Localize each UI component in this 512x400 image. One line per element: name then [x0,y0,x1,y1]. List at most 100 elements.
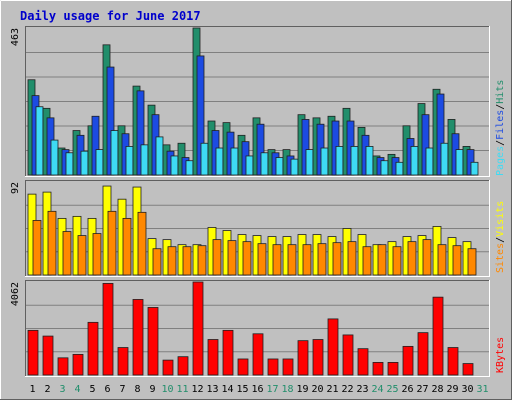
x-tick-label-day-10: 10 [161,384,173,395]
legend-hits: Hits [495,80,506,104]
legend-label: Pages/Files/Hits [495,80,506,176]
bar-pages-day-8 [140,144,149,176]
bar-pages-day-20 [320,147,329,176]
bar-sites-day-27 [422,239,432,276]
bar-kbytes-day-8 [132,299,144,376]
bar-sites-day-10 [167,246,177,276]
bar-kbytes-day-11 [177,356,189,376]
x-tick-label-day-1: 1 [29,384,35,395]
bar-files-day-27 [421,114,430,176]
panel-pages-files-hits: 463 Pages/Files/Hits [10,26,506,177]
bar-pages-day-2 [50,139,59,176]
bar-kbytes-day-18 [282,358,294,376]
bar-sites-day-23 [362,246,372,276]
bar-files-day-19 [301,119,310,176]
bar-files-day-8 [136,90,145,176]
bar-kbytes-day-21 [327,318,339,376]
x-tick-label-day-25: 25 [386,384,398,395]
bar-sites-day-29 [452,245,462,276]
x-tick-label-day-31: 31 [476,384,488,395]
chart-panels: 463Pages/Files/Hits92Sites/Visits4062KBy… [10,26,506,377]
bar-pages-day-30 [470,161,479,176]
legend-sites: Sites [495,243,506,273]
x-tick-label-day-9: 9 [149,384,155,395]
bar-pages-day-6 [110,130,119,176]
bar-pages-day-12 [200,142,209,176]
x-tick-label-day-6: 6 [104,384,110,395]
bar-pages-day-16 [260,152,269,176]
bar-pages-day-21 [335,146,344,176]
x-tick-label-day-12: 12 [191,384,203,395]
bar-kbytes-day-20 [312,339,324,376]
bar-pages-day-29 [455,149,464,176]
legend-label: KBytes [495,337,506,373]
x-tick-label-day-3: 3 [59,384,65,395]
bar-sites-day-18 [287,244,297,276]
x-tick-label-day-20: 20 [311,384,323,395]
bar-sites-day-13 [212,239,222,276]
bar-sites-day-5 [92,233,102,276]
bar-kbytes-day-3 [57,357,69,376]
bar-pages-day-22 [350,146,359,176]
bar-files-day-5 [91,115,100,176]
bar-pages-day-19 [305,149,314,176]
bar-kbytes-day-15 [237,358,249,376]
bar-files-day-16 [256,123,265,176]
bar-kbytes-day-30 [462,363,474,376]
x-tick-label-day-5: 5 [89,384,95,395]
bar-pages-day-28 [440,142,449,176]
bar-kbytes-day-24 [372,362,384,376]
bar-pages-day-3 [65,152,74,176]
bar-pages-day-9 [155,136,164,176]
bar-sites-day-11 [182,246,192,276]
bar-sites-day-17 [272,244,282,276]
x-tick-label-day-29: 29 [446,384,458,395]
bar-sites-day-22 [347,241,357,276]
legend-label: Sites/Visits [495,201,506,273]
ymax-label: 463 [10,28,21,46]
bar-sites-day-21 [332,242,342,276]
legend-separator: / [495,104,506,110]
bar-pages-day-5 [95,149,104,176]
ymax-label: 92 [10,182,21,194]
bar-kbytes-day-22 [342,334,354,376]
x-tick-label-day-18: 18 [281,384,293,395]
legend-files: Files [495,110,506,140]
bar-files-day-28 [436,93,445,176]
chart-title: Daily usage for June 2017 [20,9,201,23]
bar-sites-day-1 [32,220,42,276]
bar-pages-day-18 [290,158,299,176]
x-tick-label-day-27: 27 [416,384,428,395]
x-tick-label-day-19: 19 [296,384,308,395]
bar-kbytes-day-17 [267,358,279,376]
bar-pages-day-23 [365,146,374,176]
bar-sites-day-15 [242,241,252,276]
x-tick-label-day-26: 26 [401,384,413,395]
bar-sites-day-4 [77,235,87,276]
bar-sites-day-30 [467,248,477,276]
panel-kbytes: 4062 KBytes [10,280,506,377]
bar-files-day-6 [106,66,115,176]
bar-kbytes-day-6 [102,283,114,376]
bar-pages-day-11 [185,160,194,176]
bar-kbytes-day-16 [252,333,264,376]
bar-sites-day-12 [197,245,207,276]
x-tick-label-day-4: 4 [74,384,80,395]
bar-kbytes-day-29 [447,347,459,376]
bar-kbytes-day-1 [27,329,39,376]
panel-visits-sites: 92 Sites/Visits [10,180,506,277]
bar-pages-day-17 [275,157,284,176]
bar-sites-day-8 [137,211,147,276]
bar-kbytes-day-5 [87,321,99,376]
bar-kbytes-day-14 [222,329,234,376]
legend-visits: Visits [495,201,506,237]
legend-separator: / [495,237,506,243]
bar-sites-day-26 [407,241,417,276]
bar-files-day-12 [196,55,205,176]
x-axis-labels: 1 2 3 4 5 6 7 8 9 10 11 12 13 14 15 16 17 18 19 20 21 22 23 24 2… [29,384,488,395]
bar-kbytes-day-26 [402,345,414,376]
x-tick-label-day-15: 15 [236,384,248,395]
bar-sites-day-19 [302,244,312,276]
bar-pages-day-7 [125,146,134,176]
bar-pages-day-15 [245,155,254,176]
